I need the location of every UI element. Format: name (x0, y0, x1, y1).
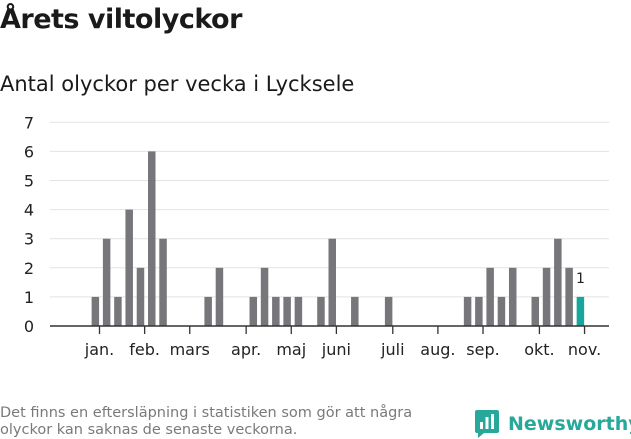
bar (215, 267, 224, 326)
bar (249, 296, 258, 326)
bar (475, 296, 483, 326)
bar (272, 296, 280, 326)
y-tick-label: 4 (24, 201, 34, 220)
data-label: 1 (576, 271, 585, 287)
bar (317, 296, 325, 326)
x-tick-label: mars (170, 340, 210, 359)
bar (351, 296, 359, 326)
footnote: Det finns en eftersläpning i statistiken… (0, 405, 413, 438)
y-tick-label: 3 (24, 230, 34, 249)
bar (136, 267, 145, 326)
x-tick-label: aug. (420, 340, 455, 359)
x-tick-label: nov. (568, 340, 601, 359)
bar (542, 267, 551, 326)
bar (159, 238, 167, 326)
x-tick-label: apr. (231, 340, 261, 359)
bar (508, 267, 517, 326)
x-tick-label: jan. (84, 340, 114, 359)
bar (91, 296, 100, 326)
bar (260, 267, 269, 326)
bar (486, 267, 494, 326)
bar (148, 151, 156, 326)
bar (384, 296, 393, 326)
x-tick-label: sep. (466, 340, 499, 359)
bar (531, 296, 540, 326)
bar (328, 238, 336, 326)
bar-chart: 0 1 2 3 4 5 6 7 1 jan. feb. mars apr. maj juni juli aug.… (24, 113, 609, 359)
bar (497, 296, 506, 326)
bar (463, 296, 472, 326)
y-tick-label: 0 (24, 317, 34, 336)
brand-name: Newsworthy (508, 413, 631, 435)
bar (114, 296, 122, 326)
y-tick-label: 2 (24, 259, 34, 278)
y-tick-label: 1 (24, 288, 34, 307)
y-tick-label: 7 (24, 113, 34, 132)
bar (294, 296, 303, 326)
bar (554, 238, 562, 326)
bar (125, 209, 133, 326)
bar (204, 296, 212, 326)
brand-logo[interactable]: Newsworthy (474, 409, 631, 439)
x-tick-label: maj (276, 340, 306, 359)
x-tick-label: juli (380, 340, 404, 359)
bar (102, 238, 111, 326)
x-tick-label: feb. (129, 340, 160, 359)
y-tick-label: 6 (24, 142, 34, 161)
bar (565, 267, 573, 326)
bar (283, 296, 291, 326)
x-tick-label: juni (321, 340, 351, 359)
chart-title: Årets viltolyckor (0, 4, 242, 35)
y-tick-label: 5 (24, 172, 34, 191)
x-tick-label: okt. (524, 340, 554, 359)
bar-highlight (576, 296, 585, 326)
chart-subtitle: Antal olyckor per vecka i Lycksele (0, 72, 355, 96)
newsworthy-logo-icon (475, 410, 499, 438)
